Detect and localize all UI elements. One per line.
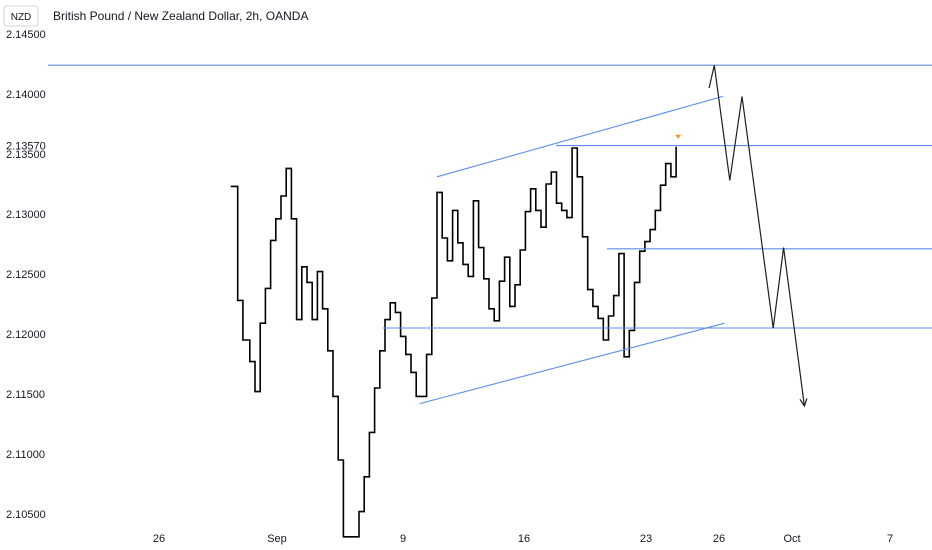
y-tick-label: 2.13570 bbox=[6, 141, 46, 153]
x-tick-label: Sep bbox=[267, 533, 287, 545]
x-tick-label: 16 bbox=[518, 533, 530, 545]
x-tick-label: 23 bbox=[640, 533, 652, 545]
x-tick-label: 7 bbox=[887, 533, 893, 545]
price-line bbox=[230, 146, 677, 538]
projection-arrowhead bbox=[799, 398, 808, 408]
y-tick-label: 2.11500 bbox=[6, 389, 45, 401]
x-tick-label: 9 bbox=[400, 533, 406, 545]
y-tick-label: 2.11000 bbox=[6, 449, 45, 461]
horizontal-levels[interactable] bbox=[48, 64, 932, 329]
currency-tag-box[interactable] bbox=[3, 5, 39, 27]
chart-title: British Pound / New Zealand Dollar, 2h, … bbox=[53, 9, 308, 23]
channel-upper-line[interactable] bbox=[436, 95, 724, 178]
price-series bbox=[230, 134, 682, 538]
x-tick-label: Oct bbox=[783, 533, 800, 545]
y-tick-label: 2.13000 bbox=[6, 209, 46, 221]
channel-lines[interactable] bbox=[419, 95, 725, 405]
y-tick-label: 2.10500 bbox=[6, 509, 46, 521]
last-price-marker bbox=[675, 134, 682, 139]
x-tick-label: 26 bbox=[713, 533, 725, 545]
time-axis[interactable]: 26 Sep 9 16 23 26 Oct 7 bbox=[153, 533, 893, 545]
currency-tag: NZD bbox=[11, 12, 32, 23]
projection-path[interactable] bbox=[708, 65, 808, 408]
y-tick-label: 2.14500 bbox=[6, 29, 46, 41]
y-tick-label: 2.13500 bbox=[6, 149, 46, 161]
x-tick-label: 26 bbox=[153, 533, 165, 545]
y-tick-label: 2.14000 bbox=[6, 89, 46, 101]
y-tick-label: 2.12500 bbox=[6, 269, 46, 281]
channel-lower-line[interactable] bbox=[419, 322, 725, 405]
projection-zigzag[interactable] bbox=[708, 65, 805, 407]
y-tick-label: 2.12000 bbox=[6, 329, 46, 341]
